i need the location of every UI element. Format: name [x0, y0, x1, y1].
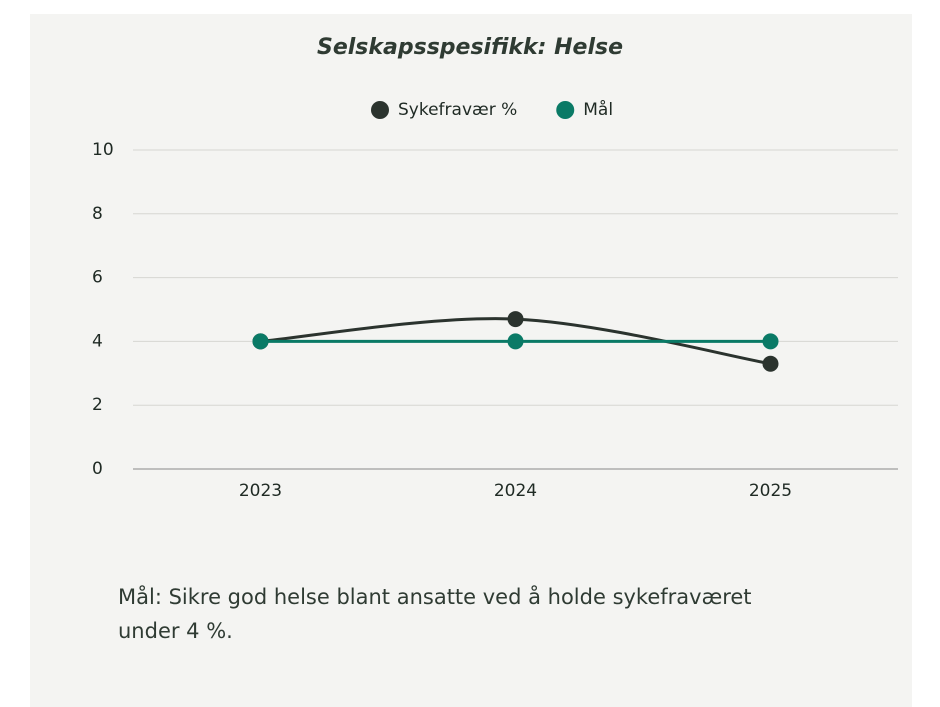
- point: [762, 333, 779, 350]
- annotation: Mål: Sikre god helse blant ansatte ved å…: [118, 585, 752, 643]
- legend-label: Mål: [583, 99, 613, 120]
- point: [762, 355, 779, 372]
- point: [507, 311, 524, 328]
- y-tick-label: 6: [92, 268, 103, 288]
- point: [507, 333, 524, 350]
- legend-label: Sykefravær %: [398, 100, 517, 120]
- legend-marker: [371, 101, 389, 119]
- y-tick-label: 2: [92, 395, 103, 415]
- legend-marker: [556, 101, 575, 119]
- x-tick-label: 2023: [239, 481, 282, 501]
- y-tick-label: 4: [92, 331, 103, 351]
- x-tick-label: 2024: [494, 481, 537, 501]
- chart-title: Selskapsspesifikk: Helse: [317, 35, 623, 60]
- y-tick-label: 8: [92, 204, 103, 224]
- point: [252, 333, 269, 350]
- y-tick-label: 0: [92, 459, 103, 479]
- x-tick-label: 2025: [749, 481, 792, 501]
- y-tick-label: 10: [92, 140, 114, 160]
